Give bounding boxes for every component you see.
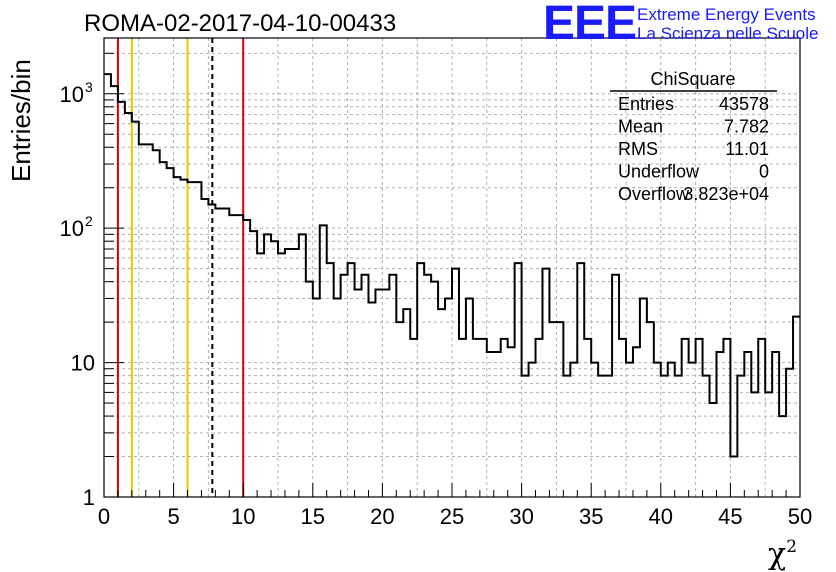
y-tick-label-exponent: 2 xyxy=(85,213,93,229)
x-tick-label: 45 xyxy=(718,504,742,529)
axis-ticks xyxy=(103,52,801,498)
grid-lines xyxy=(104,38,800,497)
stats-title: ChiSquare xyxy=(650,69,735,89)
y-tick-label: 10 xyxy=(60,82,84,107)
stats-row-value: 43578 xyxy=(719,94,769,114)
x-tick-label: 0 xyxy=(98,504,110,529)
stats-row-label: RMS xyxy=(618,139,658,159)
stats-row-label: Overflow xyxy=(618,184,690,204)
stats-row-value: 11.01 xyxy=(725,139,769,159)
x-tick-label: 35 xyxy=(579,504,603,529)
eee-logo-mark: EEE xyxy=(543,0,637,50)
x-tick-label: 15 xyxy=(301,504,325,529)
histogram-series xyxy=(104,73,800,458)
x-tick-label: 10 xyxy=(231,504,255,529)
stats-row-value: 7.782 xyxy=(724,117,769,137)
y-tick-label-exponent: 3 xyxy=(85,79,93,95)
y-tick-label: 10 xyxy=(60,216,84,241)
stats-row-label: Underflow xyxy=(618,162,700,182)
logo-line-2: La Scienza nelle Scuole xyxy=(637,24,819,43)
chart-title: ROMA-02-2017-04-10-00433 xyxy=(84,10,397,37)
x-tick-label: 25 xyxy=(440,504,464,529)
x-tick-label: 30 xyxy=(509,504,533,529)
x-tick-label: 50 xyxy=(788,504,812,529)
stats-row-label: Entries xyxy=(618,94,674,114)
x-tick-label: 40 xyxy=(649,504,673,529)
logo-line-1: Extreme Energy Events xyxy=(637,5,816,24)
y-tick-label: 10 xyxy=(71,351,95,376)
stats-row-label: Mean xyxy=(618,117,663,137)
stats-box: ChiSquare Entries 43578 Mean 7.782 RMS 11.01 Un… xyxy=(610,69,777,204)
x-axis-label-base: χ xyxy=(768,537,787,572)
x-axis-label: χ2 xyxy=(768,537,797,572)
stats-row-value: 0 xyxy=(759,162,769,182)
x-tick-label: 20 xyxy=(370,504,394,529)
stats-row-value: 3.823e+04 xyxy=(683,184,769,204)
x-tick-label: 5 xyxy=(167,504,179,529)
y-tick-label: 1 xyxy=(83,485,95,510)
y-axis-label: Entries/bin xyxy=(6,59,36,182)
x-axis-label-superscript: 2 xyxy=(786,537,798,557)
